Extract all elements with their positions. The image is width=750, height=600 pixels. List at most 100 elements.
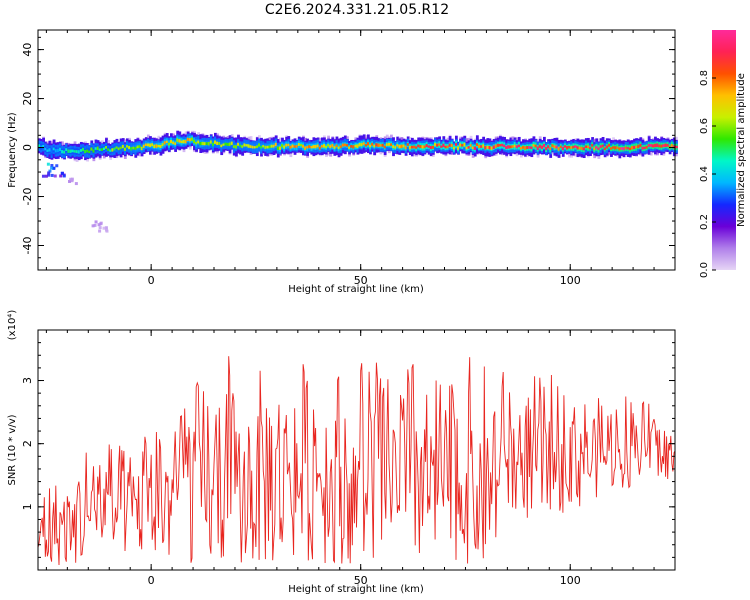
heatmap-cell: [237, 142, 240, 146]
heatmap-cell: [549, 147, 553, 150]
colorbar-tick-label: 0.0: [699, 262, 710, 278]
heatmap-cell: [274, 142, 278, 147]
heatmap-cell: [102, 154, 106, 159]
heatmap-cell: [582, 147, 586, 151]
heatmap-cell: [220, 144, 224, 148]
heatmap-cell: [654, 143, 657, 148]
heatmap-cell: [159, 144, 163, 148]
heatmap-cell: [86, 157, 89, 162]
heatmap-cell: [222, 143, 226, 146]
heatmap-cell: [444, 145, 448, 149]
heatmap-cell: [278, 137, 282, 142]
heatmap-cell: [542, 143, 546, 148]
heatmap-cell: [517, 144, 521, 148]
heatmap-cell: [465, 146, 469, 150]
heatmap-cell: [511, 145, 515, 149]
heatmap-cell: [509, 145, 513, 149]
heatmap-cell: [264, 145, 268, 149]
heatmap-cell: [578, 146, 582, 150]
heatmap-cell: [100, 148, 104, 151]
heatmap-cell: [390, 134, 393, 139]
heatmap-cell: [170, 139, 173, 144]
heatmap-cell: [61, 150, 64, 154]
heatmap-cell: [151, 143, 154, 147]
heatmap-cell: [503, 144, 506, 148]
heatmap-cell: [610, 147, 613, 150]
heatmap-cell: [494, 144, 498, 148]
heatmap-cell: [302, 144, 305, 148]
heatmap-cell: [364, 144, 368, 147]
heatmap-cell: [255, 145, 259, 149]
heatmap-cell: [96, 146, 100, 151]
heatmap-cell: [528, 146, 532, 149]
heatmap-cell: [513, 144, 517, 148]
heatmap-cell: [343, 143, 347, 147]
snr-frame: [37, 329, 676, 571]
heatmap-cell: [188, 144, 192, 149]
heatmap-cell: [366, 142, 370, 146]
heatmap-cell: [320, 145, 324, 148]
heatmap-cell: [98, 229, 102, 233]
heatmap-cell: [142, 144, 146, 148]
heatmap-cell: [126, 145, 129, 148]
heatmap-cell: [55, 164, 59, 168]
heatmap-cell: [379, 150, 383, 155]
heatmap-cell: [624, 146, 628, 150]
heatmap-cell: [593, 147, 597, 151]
heatmap-cell: [88, 150, 92, 154]
heatmap-cell: [572, 145, 576, 149]
colorbar: 0.0 0.2 0.4 0.6 0.8 Normalized spectral ampl…: [699, 30, 747, 278]
heatmap-cell: [239, 144, 242, 148]
heatmap-cell: [379, 144, 383, 147]
heatmap-cell: [557, 147, 561, 151]
heatmap-cell: [56, 148, 60, 153]
heatmap-cell: [442, 143, 446, 148]
heatmap-cell: [576, 146, 580, 150]
heatmap-cell: [612, 137, 615, 142]
heatmap-cell: [138, 145, 142, 148]
heatmap-cell: [214, 140, 217, 144]
heatmap-cell: [69, 149, 73, 153]
heatmap-cell: [396, 144, 400, 147]
heatmap-cell: [522, 145, 525, 149]
heatmap-cell: [492, 145, 496, 149]
colorbar-tick-label: 0.8: [699, 70, 710, 86]
heatmap-cell: [486, 145, 490, 149]
heatmap-cell: [318, 146, 322, 150]
heatmap-cell: [97, 223, 101, 227]
heatmap-cell: [62, 174, 66, 178]
heatmap-cell: [115, 146, 119, 149]
heatmap-cell: [195, 141, 198, 145]
heatmap-cell: [595, 146, 599, 149]
heatmap-cell: [586, 145, 590, 149]
heatmap-cell: [205, 142, 209, 145]
heatmap-cell: [473, 146, 477, 150]
heatmap-cell: [413, 145, 416, 149]
heatmap-cell: [421, 145, 425, 149]
heatmap-cell: [109, 149, 113, 152]
heatmap-cell: [383, 145, 387, 149]
heatmap-cell: [427, 145, 431, 148]
heatmap-cell: [471, 153, 475, 158]
heatmap-marks: [38, 130, 678, 233]
heatmap-cell: [260, 145, 263, 149]
heatmap-x-tick-label: 50: [354, 274, 368, 287]
heatmap-cell: [314, 144, 318, 149]
heatmap-cell: [140, 146, 144, 151]
heatmap-cell: [438, 143, 442, 146]
heatmap-cell: [519, 153, 523, 158]
figure-title: C2E6.2024.331.21.05.R12: [265, 2, 449, 18]
heatmap-cell: [50, 166, 54, 170]
heatmap-cell: [73, 141, 77, 146]
heatmap-cell: [454, 143, 458, 146]
heatmap-cell: [434, 143, 437, 146]
heatmap-cell: [293, 145, 297, 148]
heatmap-cell: [193, 139, 196, 144]
heatmap-cell: [121, 144, 125, 149]
heatmap-cell: [107, 148, 110, 151]
heatmap-cell: [616, 146, 620, 149]
snr-x-tick-label: 0: [148, 574, 155, 587]
heatmap-cell: [482, 144, 486, 148]
heatmap-cell: [90, 147, 94, 151]
heatmap-cell: [247, 144, 251, 148]
